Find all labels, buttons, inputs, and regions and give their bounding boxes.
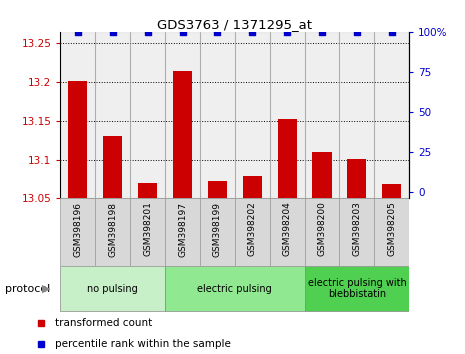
Text: percentile rank within the sample: percentile rank within the sample — [55, 339, 231, 349]
Bar — [165, 267, 305, 310]
Bar — [95, 198, 130, 266]
Point — [283, 29, 291, 35]
Text: GSM398200: GSM398200 — [318, 202, 326, 257]
Bar — [305, 198, 339, 266]
Bar — [60, 198, 95, 266]
Point — [179, 29, 186, 35]
Bar — [235, 32, 270, 198]
Point — [353, 29, 361, 35]
Point — [318, 29, 325, 35]
Bar — [339, 32, 374, 198]
Bar — [339, 198, 374, 266]
Bar — [243, 176, 262, 198]
Bar — [235, 198, 270, 266]
Point — [248, 29, 256, 35]
Text: GSM398198: GSM398198 — [108, 202, 117, 257]
Bar — [165, 32, 200, 198]
Bar — [200, 32, 235, 198]
Text: GSM398196: GSM398196 — [73, 202, 82, 257]
Bar — [347, 159, 366, 198]
Point — [109, 29, 116, 35]
Text: GSM398197: GSM398197 — [178, 202, 187, 257]
Point — [388, 29, 395, 35]
Bar — [270, 32, 305, 198]
Text: GSM398199: GSM398199 — [213, 202, 222, 257]
Text: protocol: protocol — [5, 284, 50, 293]
Bar — [200, 198, 235, 266]
Bar — [278, 119, 297, 198]
Text: GSM398201: GSM398201 — [143, 202, 152, 257]
Bar — [103, 136, 122, 198]
Bar — [95, 32, 130, 198]
Bar — [374, 198, 409, 266]
Bar — [60, 32, 95, 198]
Bar — [312, 152, 332, 198]
Point — [74, 29, 82, 35]
Bar — [270, 198, 305, 266]
Text: electric pulsing with
blebbistatin: electric pulsing with blebbistatin — [307, 278, 406, 299]
Text: GSM398205: GSM398205 — [387, 202, 396, 257]
Bar — [130, 32, 165, 198]
Point — [144, 29, 152, 35]
Title: GDS3763 / 1371295_at: GDS3763 / 1371295_at — [157, 18, 312, 31]
Text: ▶: ▶ — [42, 284, 50, 293]
Bar — [130, 198, 165, 266]
Bar — [138, 183, 157, 198]
Bar — [208, 181, 227, 198]
Text: GSM398202: GSM398202 — [248, 202, 257, 256]
Bar — [68, 81, 87, 198]
Text: GSM398203: GSM398203 — [352, 202, 361, 257]
Bar — [374, 32, 409, 198]
Bar — [382, 184, 401, 198]
Bar — [305, 267, 409, 310]
Bar — [305, 32, 339, 198]
Bar — [165, 198, 200, 266]
Text: electric pulsing: electric pulsing — [198, 284, 272, 293]
Text: transformed count: transformed count — [55, 318, 153, 329]
Point — [214, 29, 221, 35]
Bar — [60, 267, 165, 310]
Text: GSM398204: GSM398204 — [283, 202, 292, 256]
Text: no pulsing: no pulsing — [87, 284, 138, 293]
Bar — [173, 70, 192, 198]
